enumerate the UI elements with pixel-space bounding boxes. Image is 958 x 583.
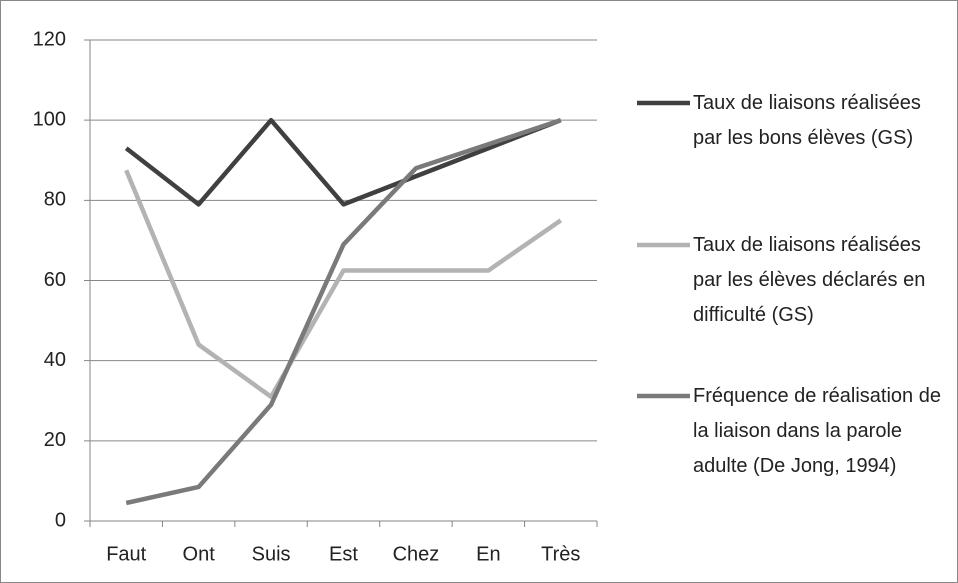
y-tick-label: 100: [33, 108, 66, 130]
legend-label: Fréquence de réalisation de la liaison d…: [693, 385, 941, 477]
y-tick-label: 80: [44, 189, 66, 211]
legend-label: Taux de liaisons réalisées par les élève…: [693, 234, 926, 326]
legend-label: Taux de liaisons réalisées par les bons …: [693, 92, 921, 149]
x-tick-label: Suis: [252, 543, 291, 565]
series-line: [124, 169, 563, 399]
series-line: [125, 118, 562, 506]
series-line: [124, 117, 562, 207]
x-tick-label: Faut: [106, 543, 146, 565]
x-tick-label: Très: [541, 543, 580, 565]
x-tick-label: Est: [329, 543, 358, 565]
y-tick-label: 120: [33, 28, 66, 50]
x-tick-label: En: [476, 543, 500, 565]
x-tick-label: Ont: [183, 543, 216, 565]
y-tick-label: 60: [44, 269, 66, 291]
y-tick-label: 0: [55, 509, 66, 531]
y-tick-label: 20: [44, 429, 66, 451]
x-tick-label: Chez: [393, 543, 440, 565]
y-tick-label: 40: [44, 349, 66, 371]
